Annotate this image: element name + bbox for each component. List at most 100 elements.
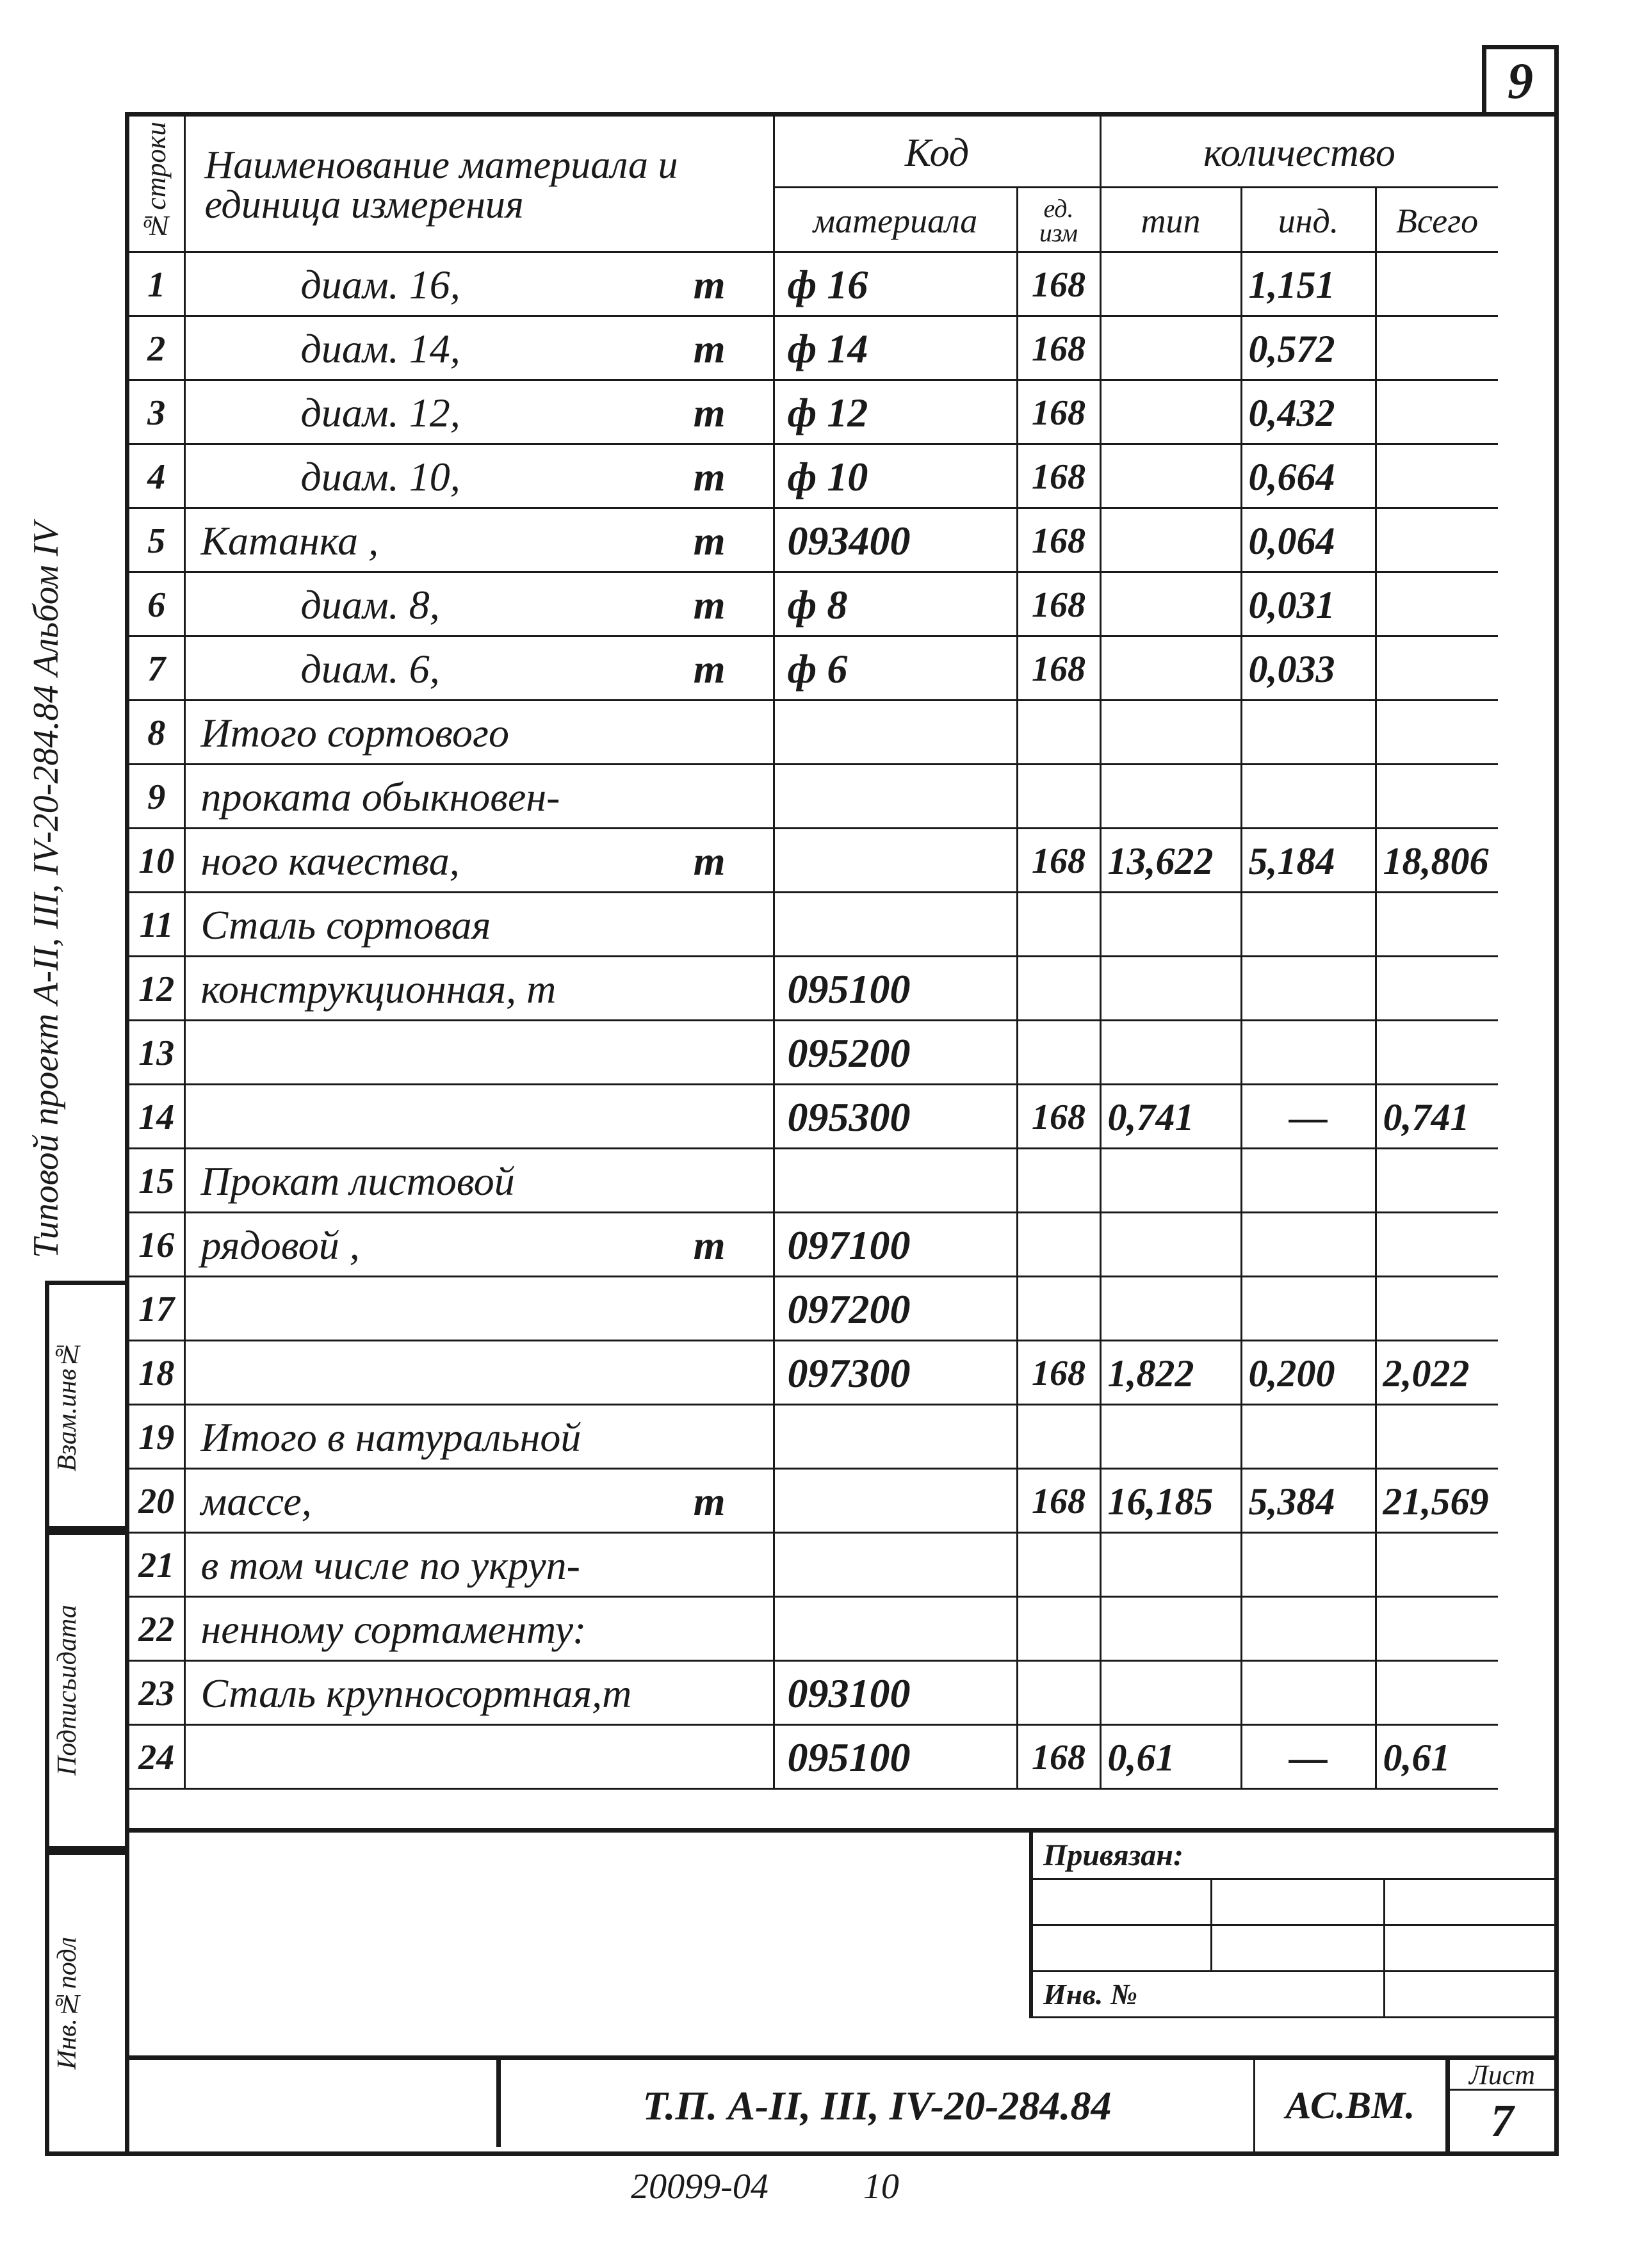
cell-name: ного качества,т [184,828,774,892]
cell-name [184,1276,774,1340]
th-code-unit: ед. изм [1017,188,1100,252]
table-row: 21в том числе по укруп- [129,1532,1498,1596]
cell-code-unit: 168 [1017,636,1100,700]
cell-qty-ind [1241,1020,1376,1084]
cell-qty-tip [1100,444,1241,508]
th-qty-group: количество [1100,117,1498,188]
table-row: 17097200 [129,1276,1498,1340]
cell-qty-total [1376,316,1498,380]
table-row: 5Катанка ,т0934001680,064 [129,508,1498,572]
spine-label-inv: Инв.№подл [49,1855,125,2151]
cell-name: диам. 12,т [184,380,774,444]
table-row: 240951001680,61—0,61 [129,1724,1498,1788]
cell-row-no: 14 [129,1084,184,1148]
cell-code-material: ф 10 [774,444,1017,508]
cell-qty-tip [1100,700,1241,764]
spine-project-label: Типовой проект А-II, III, IV-20-284.84 А… [26,131,67,1258]
cell-qty-tip: 13,622 [1100,828,1241,892]
cell-unit: т [694,841,726,882]
cell-code-material [774,828,1017,892]
th-code-group: Код [774,117,1100,188]
cell-qty-ind [1241,764,1376,828]
cell-row-no: 5 [129,508,184,572]
cell-qty-total [1376,1020,1498,1084]
th-code-material: материала [774,188,1017,252]
cell-name: массе,т [184,1468,774,1532]
cell-qty-ind [1241,892,1376,956]
table-row: 2диам. 14,тф 141680,572 [129,316,1498,380]
cell-qty-total [1376,380,1498,444]
cell-name: диам. 16,т [184,252,774,316]
cell-qty-tip [1100,1276,1241,1340]
cell-row-no: 4 [129,444,184,508]
cell-code-unit: 168 [1017,828,1100,892]
cell-name: проката обыкновен- [184,764,774,828]
cell-qty-tip [1100,764,1241,828]
cell-qty-ind: 5,184 [1241,828,1376,892]
cell-qty-ind: 0,432 [1241,380,1376,444]
cell-name: ненному сортаменту: [184,1596,774,1660]
cell-code-unit: 168 [1017,1468,1100,1532]
table-row: 1диам. 16,тф 161681,151 [129,252,1498,316]
cell-qty-ind [1241,1212,1376,1276]
cell-qty-ind: 0,064 [1241,508,1376,572]
cell-name: рядовой ,т [184,1212,774,1276]
cell-row-no: 13 [129,1020,184,1084]
table-row: 180973001681,8220,2002,022 [129,1340,1498,1404]
cell-qty-ind [1241,1404,1376,1468]
cell-qty-tip [1100,1148,1241,1212]
sheet-label: Лист [1450,2060,1554,2091]
cell-code-unit [1017,1212,1100,1276]
cell-code-material [774,764,1017,828]
doc-title-row: Т.П. А-II, III, IV-20-284.84 АС.ВМ. Лист… [129,2055,1554,2151]
cell-qty-ind: 0,200 [1241,1340,1376,1404]
sheet-box: Лист 7 [1445,2060,1554,2151]
doc-series: АС.ВМ. [1253,2060,1445,2151]
cell-row-no: 23 [129,1660,184,1724]
table-row: 4диам. 10,тф 101680,664 [129,444,1498,508]
cell-code-unit: 168 [1017,1084,1100,1148]
cell-code-material: 095300 [774,1084,1017,1148]
cell-row-no: 9 [129,764,184,828]
cell-row-no: 11 [129,892,184,956]
table-row: 16рядовой ,т097100 [129,1212,1498,1276]
table-row: 3диам. 12,тф 121680,432 [129,380,1498,444]
cell-qty-ind: 0,572 [1241,316,1376,380]
cell-code-unit: 168 [1017,508,1100,572]
cell-name: Итого в натуральной [184,1404,774,1468]
cell-code-material [774,1148,1017,1212]
page-footer: 20099-04 10 [0,2166,1530,2207]
cell-qty-tip [1100,1532,1241,1596]
cell-qty-total [1376,1212,1498,1276]
title-block: Привязан: Инв. № Т.П. А-II, III, IV-20-2… [129,1828,1554,2151]
cell-qty-ind [1241,1660,1376,1724]
cell-qty-tip [1100,572,1241,636]
spine-box-inv: Инв.№подл [45,1851,125,2156]
cell-unit: т [694,1481,726,1522]
cell-name: диам. 10,т [184,444,774,508]
spine-label-vzam: Взам.инв№ [49,1285,125,1526]
table-row: 7диам. 6,тф 61680,033 [129,636,1498,700]
cell-qty-total [1376,252,1498,316]
cell-qty-total [1376,1148,1498,1212]
cell-code-unit [1017,1148,1100,1212]
cell-qty-total: 18,806 [1376,828,1498,892]
cell-code-unit: 168 [1017,316,1100,380]
cell-code-material: 097200 [774,1276,1017,1340]
cell-qty-tip: 0,61 [1100,1724,1241,1788]
drawing-frame: №строки Наименование материала и единица… [125,112,1559,2156]
cell-code-unit: 168 [1017,1340,1100,1404]
page-number: 9 [1482,45,1559,112]
cell-row-no: 19 [129,1404,184,1468]
cell-name: в том числе по укруп- [184,1532,774,1596]
cell-name: диам. 14,т [184,316,774,380]
th-name: Наименование материала и единица измерен… [184,117,774,252]
cell-code-unit: 168 [1017,1724,1100,1788]
cell-row-no: 20 [129,1468,184,1532]
cell-qty-ind [1241,700,1376,764]
cell-qty-ind: — [1241,1084,1376,1148]
table-row: 23Сталь крупносортная,т093100 [129,1660,1498,1724]
doc-code: Т.П. А-II, III, IV-20-284.84 [501,2060,1253,2151]
cell-qty-tip [1100,636,1241,700]
cell-qty-tip [1100,1404,1241,1468]
